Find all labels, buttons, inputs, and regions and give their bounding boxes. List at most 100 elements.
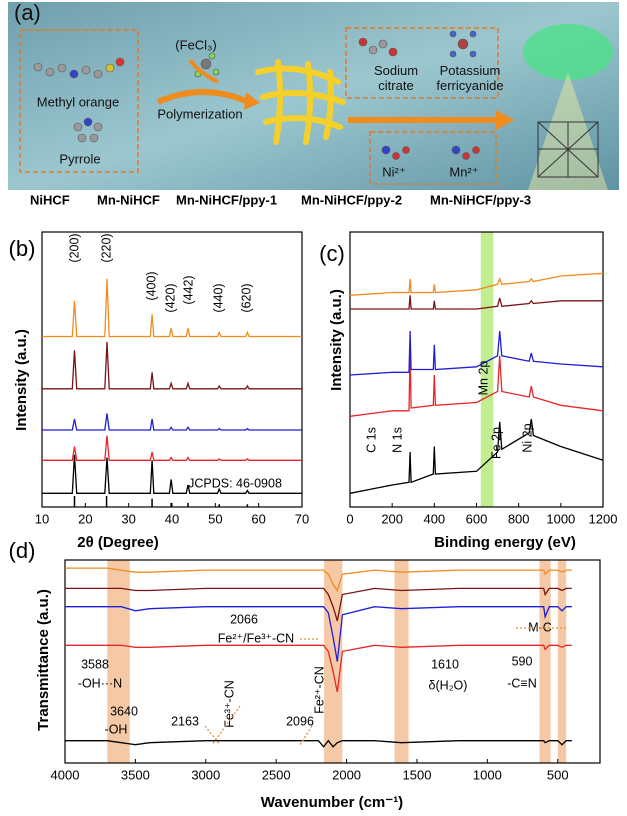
annotation: 2096: [286, 714, 314, 728]
arrow-head: [496, 110, 514, 130]
x-tick-label: 2000: [332, 767, 361, 782]
x-axis-label: Binding energy (eV): [434, 534, 576, 551]
legend-entry: NiHCF: [30, 192, 70, 207]
x-tick-label: 1200: [589, 511, 618, 526]
annotation: Fe²⁺/Fe³⁺-CN: [218, 631, 294, 645]
x-tick-label: 3000: [191, 767, 220, 782]
highlight-band: [480, 232, 494, 507]
annotation: N 1s: [390, 427, 404, 453]
panel-label: (c): [319, 241, 345, 266]
annotation: δ(H₂O): [429, 678, 468, 692]
highlight-band: [557, 560, 567, 763]
x-tick-label: 40: [165, 511, 179, 526]
annotation: 2066: [230, 612, 258, 626]
polymer-mesh: [255, 59, 346, 145]
annotation: -OH: [105, 722, 128, 736]
annotation: Ni 2p: [520, 423, 534, 452]
legend-entry: Mn-NiHCF/ppy-3: [430, 192, 531, 207]
series-line: [350, 295, 603, 310]
x-tick-label: 500: [547, 767, 569, 782]
annotation: 1610: [431, 657, 459, 671]
series-line: [42, 413, 302, 431]
dashed-box: [369, 131, 497, 185]
pointer-arrow: [204, 725, 221, 746]
legend-entry: Mn-NiHCF/ppy-1: [176, 192, 277, 207]
label: (FeCl₃): [175, 37, 217, 53]
x-axis-label: 2θ (Degree): [77, 534, 158, 551]
series-line: [65, 567, 572, 592]
highlight-band: [107, 560, 130, 763]
annotation: Fe³⁺-CN: [222, 680, 236, 728]
panel-a-illustration: (a) Methyl orange Pyrrole (FeCl₃) Polyme…: [8, 2, 619, 190]
x-tick-label: 50: [208, 511, 222, 526]
x-tick-label: 70: [295, 511, 309, 526]
annotation: (400): [144, 271, 158, 300]
illustration-art: [8, 2, 619, 190]
highlight-band: [324, 560, 343, 763]
annotation: 2163: [171, 714, 199, 728]
x-tick-label: 400: [423, 511, 445, 526]
highlight-band: [539, 560, 551, 763]
annotation: Mn 2p: [476, 361, 490, 396]
series-line: [65, 587, 572, 622]
molecules: [33, 30, 480, 160]
series-line: [349, 350, 604, 417]
annotation: (442): [181, 275, 195, 304]
series-line: [349, 272, 604, 296]
x-tick-label: 3500: [121, 767, 150, 782]
series-line: [42, 435, 302, 461]
highlight-band: [394, 560, 409, 763]
x-tick-label: 0: [346, 511, 353, 526]
x-tick-label: 10: [35, 511, 49, 526]
arrow: [156, 89, 250, 105]
x-tick-label: 60: [251, 511, 265, 526]
annotation: C 1s: [364, 427, 378, 453]
plot-frame: [41, 231, 303, 508]
annotation: -C≡N: [507, 676, 537, 690]
x-tick-label: 600: [466, 511, 488, 526]
legend-entry: Mn-NiHCF: [97, 192, 160, 207]
pointer-arrow: [211, 705, 241, 746]
legend-entry: Mn-NiHCF/ppy-2: [301, 192, 402, 207]
label: Mn²⁺: [449, 164, 479, 180]
x-tick-label: 800: [508, 511, 530, 526]
x-tick-label: 1000: [473, 767, 502, 782]
label: Potassium ferricyanide: [436, 63, 504, 93]
dashed-box: [345, 27, 499, 99]
annotation: (200): [67, 233, 81, 262]
label: Pyrrole: [59, 151, 101, 167]
x-tick-label: 20: [78, 511, 92, 526]
x-tick-label: 200: [381, 511, 403, 526]
annotation: (420): [163, 283, 177, 312]
series-line: [42, 341, 302, 390]
annotation: JCPDS: 46-0908: [188, 476, 282, 490]
label: Sodium citrate: [373, 63, 419, 93]
annotation: (220): [99, 233, 113, 262]
label: Ni²⁺: [382, 164, 406, 180]
annotation: 3588: [81, 657, 109, 671]
annotation: -OH···N: [78, 676, 122, 690]
x-tick-label: 1000: [546, 511, 575, 526]
annotation: 3640: [110, 704, 138, 718]
y-axis-label: Transmittance (a.u.): [35, 589, 52, 731]
series-line: [349, 330, 604, 376]
composite-structure: [523, 24, 613, 190]
annotation: Fe²⁺-CN: [312, 666, 326, 714]
series-line: [42, 454, 302, 494]
annotation: (620): [239, 283, 253, 312]
label: Methyl orange: [36, 94, 120, 110]
arrow: [188, 58, 219, 84]
series-line: [42, 278, 302, 338]
annotation: M-C: [528, 620, 552, 634]
series-line: [65, 606, 572, 662]
panel-label: (b): [9, 236, 36, 261]
y-axis-label: Intensity (a.u.): [13, 329, 30, 431]
plot-frame: [64, 559, 601, 764]
x-tick-label: 30: [121, 511, 135, 526]
annotation: 590: [512, 654, 533, 668]
series-line: [65, 739, 572, 748]
x-axis-label: Wavenumber (cm⁻¹): [261, 794, 403, 811]
y-axis-label: Intensity (a.u.): [328, 289, 345, 391]
annotation: Fe 2p: [489, 427, 503, 459]
